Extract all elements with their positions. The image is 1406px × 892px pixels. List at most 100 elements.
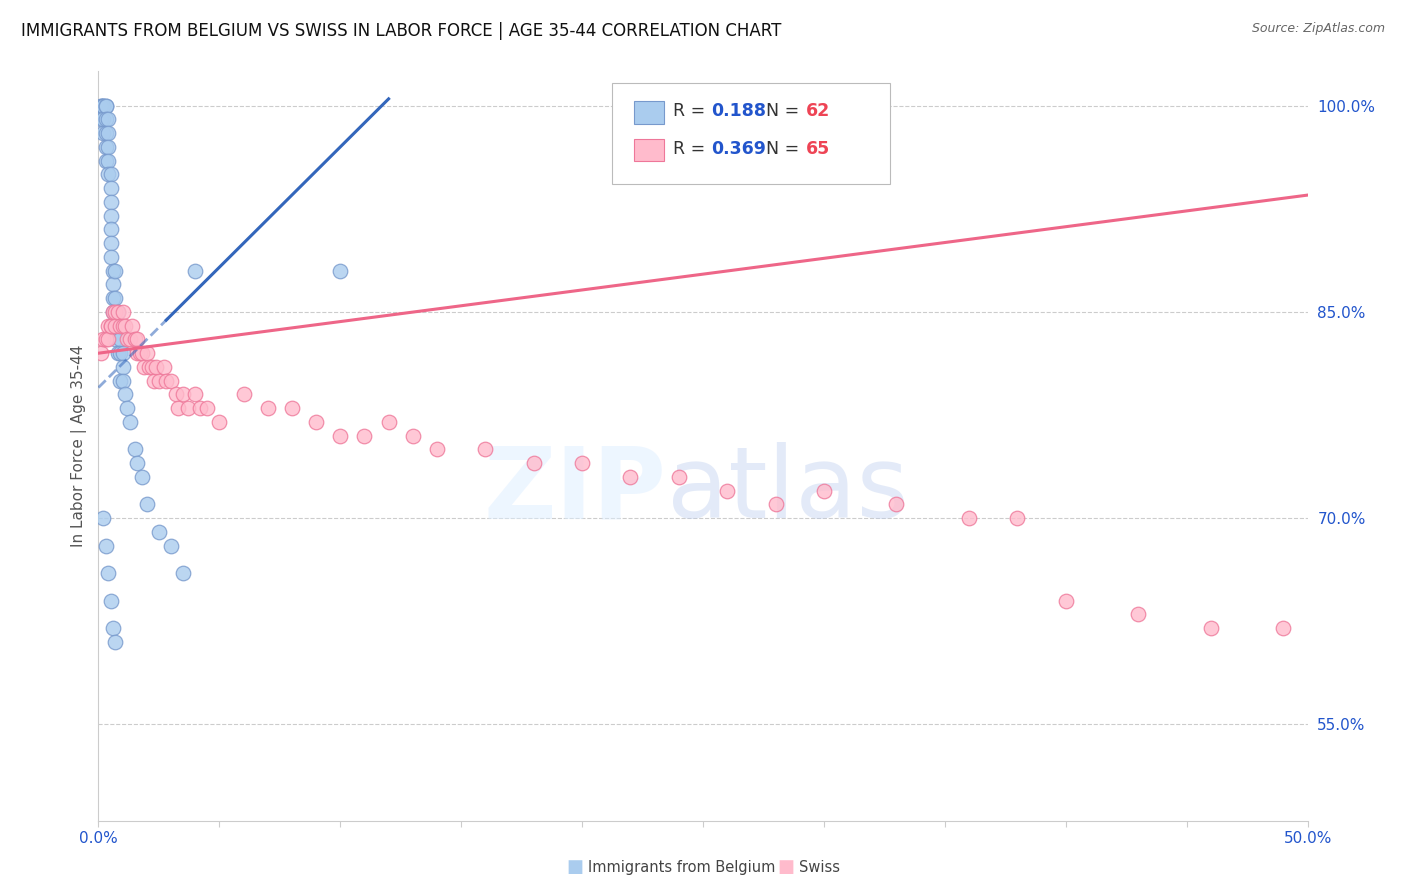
Point [97, 153, 120, 168]
Point [107, 318, 129, 333]
Point [91, 112, 114, 127]
Point [177, 401, 200, 416]
Point [155, 374, 177, 388]
Text: ■: ■ [778, 858, 794, 876]
Point [101, 305, 124, 319]
Point [124, 442, 146, 457]
Point [97, 566, 120, 581]
Point [91, 126, 114, 140]
Point [571, 456, 593, 470]
Point [91, 511, 114, 525]
Point [118, 333, 141, 347]
Point [256, 401, 278, 416]
Point [101, 277, 124, 292]
Text: N =: N = [755, 102, 804, 120]
Point [114, 387, 136, 401]
Point [91, 99, 114, 113]
Point [100, 168, 122, 182]
Point [143, 374, 166, 388]
Point [101, 291, 124, 305]
Point [117, 333, 139, 347]
Point [1272, 621, 1295, 635]
Point [97, 333, 120, 347]
Point [94, 333, 117, 347]
Point [107, 346, 129, 360]
Point [426, 442, 449, 457]
Point [1007, 511, 1029, 525]
Point [94, 140, 117, 154]
Point [523, 456, 546, 470]
Point [1199, 621, 1222, 635]
Point [94, 126, 117, 140]
Point [107, 305, 129, 319]
Point [97, 112, 120, 127]
Point [100, 209, 122, 223]
Point [100, 194, 122, 209]
Point [100, 593, 122, 607]
Point [377, 415, 399, 429]
Point [90, 112, 112, 127]
Point [100, 181, 122, 195]
Point [108, 333, 131, 347]
Point [886, 498, 908, 512]
Point [94, 153, 117, 168]
Text: 62: 62 [806, 102, 830, 120]
Point [765, 498, 787, 512]
Point [134, 359, 156, 374]
Point [141, 359, 163, 374]
Point [281, 401, 304, 416]
Point [128, 346, 150, 360]
Point [127, 333, 149, 347]
Point [104, 333, 127, 347]
Point [195, 401, 218, 416]
Point [101, 263, 124, 277]
Point [188, 401, 211, 416]
Point [104, 635, 127, 649]
Point [135, 498, 157, 512]
Point [97, 168, 120, 182]
Point [104, 318, 127, 333]
Point [91, 333, 114, 347]
Text: Swiss: Swiss [799, 860, 839, 874]
Point [108, 318, 131, 333]
Point [160, 539, 183, 553]
Point [135, 346, 157, 360]
Y-axis label: In Labor Force | Age 35-44: In Labor Force | Age 35-44 [72, 345, 87, 547]
Point [131, 346, 153, 360]
Point [184, 263, 207, 277]
Point [329, 263, 352, 277]
Point [813, 483, 835, 498]
Point [1054, 593, 1077, 607]
Point [90, 99, 112, 113]
Point [91, 99, 114, 113]
Point [101, 305, 124, 319]
Point [118, 415, 141, 429]
Point [100, 222, 122, 236]
Point [94, 112, 117, 127]
Point [104, 318, 127, 333]
Point [619, 470, 641, 484]
Point [90, 99, 112, 113]
Point [668, 470, 690, 484]
Text: R =: R = [672, 102, 710, 120]
Point [148, 524, 170, 539]
Point [100, 236, 122, 251]
Text: Source: ZipAtlas.com: Source: ZipAtlas.com [1251, 22, 1385, 36]
Point [108, 346, 131, 360]
Point [160, 374, 183, 388]
Text: N =: N = [755, 139, 804, 158]
Bar [634, 139, 664, 161]
Point [108, 374, 131, 388]
Text: 0.369: 0.369 [711, 139, 766, 158]
Point [716, 483, 738, 498]
Point [131, 470, 153, 484]
Point [111, 305, 134, 319]
Point [167, 401, 190, 416]
Text: R =: R = [672, 139, 710, 158]
Point [97, 140, 120, 154]
Point [1128, 607, 1150, 622]
Text: ■: ■ [567, 858, 583, 876]
Point [152, 359, 174, 374]
Text: atlas: atlas [666, 442, 908, 540]
Point [101, 318, 124, 333]
